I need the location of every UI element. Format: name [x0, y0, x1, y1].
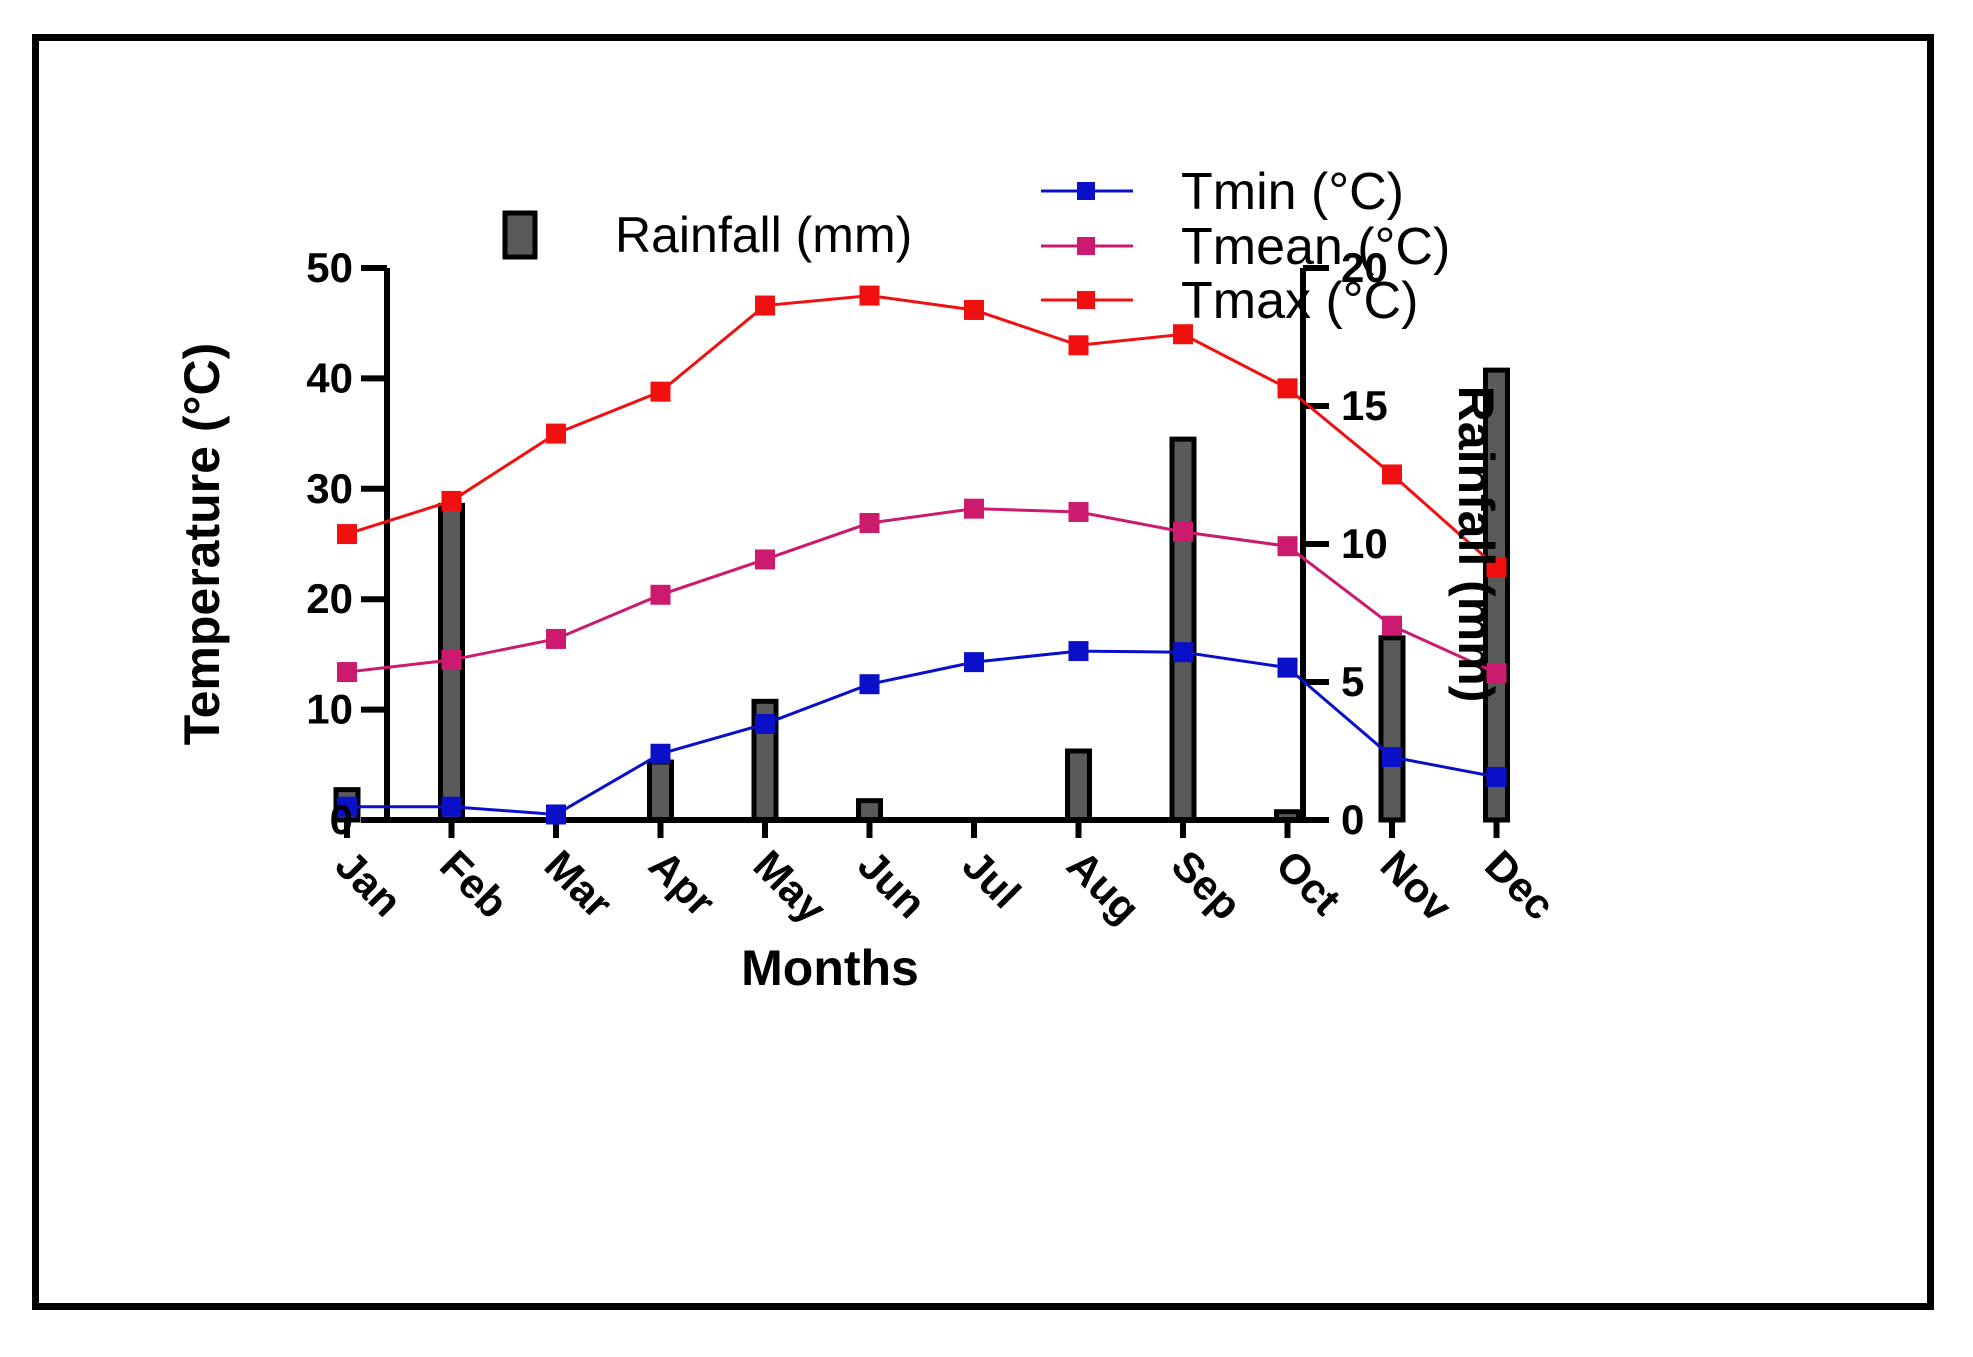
tmin-point-mar: [546, 804, 566, 825]
legend-tmin-label: Tmin (°C): [1181, 163, 1404, 221]
rainfall-bar-aug: [1065, 748, 1092, 823]
tmax-point-oct: [1277, 378, 1298, 399]
tmax-point-jul: [964, 299, 984, 320]
tmin-point-nov: [1382, 747, 1402, 768]
tmean-point-apr: [650, 584, 671, 605]
legend-tmax-label: Tmax (°C): [1181, 272, 1418, 330]
x-tick-label-sep: Sep: [1163, 841, 1251, 929]
x-tick-label-oct: Oct: [1267, 841, 1350, 924]
x-tick-label-jun: Jun: [849, 841, 935, 927]
temperature-lines: [337, 285, 1507, 825]
x-tick-label-nov: Nov: [1372, 841, 1462, 931]
y2-tick-label-5: 5: [1341, 658, 1364, 705]
legend: Rainfall (mm) Tmin (°C)Tmean (°C)Tmax (°C…: [502, 163, 1450, 330]
tmean-point-may: [755, 549, 775, 570]
x-tick-label-aug: Aug: [1058, 841, 1149, 932]
y-axis-title: Temperature (°C): [174, 343, 230, 745]
tmax-point-jun: [859, 285, 880, 306]
legend-tmin-marker: [1077, 182, 1095, 200]
y-tick-label-50: 50: [306, 244, 353, 291]
y-tick-label-20: 20: [306, 575, 353, 622]
tmin-point-feb: [441, 796, 462, 817]
tmax-point-jan: [337, 524, 357, 545]
tmean-point-sep: [1173, 521, 1193, 542]
tmean-point-nov: [1382, 615, 1402, 636]
tmin-point-apr: [650, 743, 671, 764]
rainfall-bar-sep: [1169, 436, 1197, 823]
tmax-point-apr: [650, 381, 671, 402]
tmax-point-sep: [1173, 324, 1193, 345]
tmin-point-may: [755, 713, 775, 734]
x-tick-label-mar: Mar: [536, 841, 622, 927]
y2-axis-title: Rainfall (mm): [1448, 386, 1504, 703]
y2-tick-label-20: 20: [1341, 244, 1388, 291]
tmin-point-sep: [1173, 642, 1193, 663]
tmean-point-jan: [337, 662, 357, 683]
y-tick-label-40: 40: [306, 354, 353, 401]
tmin-point-jul: [964, 652, 984, 673]
x-tick-label-feb: Feb: [431, 841, 517, 927]
y-tick-label-30: 30: [306, 465, 353, 512]
tmean-line: [346, 507, 1498, 675]
x-tick-label-may: May: [745, 841, 836, 932]
tmin-point-dec: [1486, 766, 1507, 787]
axis-labels: 0 10 20 30 40 50 0 5 10 15 20 Jan Feb Mar Apr May Jun Jul…: [174, 244, 1564, 996]
y2-tick-label-15: 15: [1341, 382, 1388, 429]
tmin-point-jun: [859, 674, 880, 695]
tmax-point-may: [755, 295, 775, 316]
tmean-point-jun: [859, 513, 880, 534]
tmin-point-oct: [1277, 657, 1298, 678]
tmin-point-jan: [337, 796, 357, 817]
y-tick-label-10: 10: [306, 686, 353, 733]
x-tick-label-jan: Jan: [327, 841, 411, 925]
legend-tmean-marker: [1077, 237, 1095, 255]
tmean-point-dec: [1486, 663, 1507, 684]
legend-tmax-marker: [1077, 291, 1095, 309]
x-tick-label-jul: Jul: [954, 841, 1030, 917]
tmean-point-aug: [1068, 501, 1089, 522]
tmax-point-aug: [1068, 335, 1089, 356]
rainfall-bar-nov: [1378, 635, 1406, 823]
tmax-point-mar: [546, 423, 566, 444]
tmean-point-mar: [546, 628, 566, 649]
climate-chart: 0 10 20 30 40 50 0 5 10 15 20 Jan Feb Mar Apr May Jun Jul…: [174, 163, 1564, 996]
legend-rainfall-label: Rainfall (mm): [615, 207, 912, 263]
rainfall-bars: [333, 367, 1510, 823]
legend-tmean-label: Tmean (°C): [1181, 218, 1450, 276]
tmin-point-aug: [1068, 641, 1089, 662]
tmax-point-nov: [1382, 464, 1402, 485]
tmean-point-feb: [441, 649, 462, 670]
x-tick-label-apr: Apr: [640, 841, 724, 925]
y2-tick-label-10: 10: [1341, 520, 1388, 567]
rainfall-bar-apr: [647, 759, 674, 823]
tmax-point-dec: [1486, 557, 1507, 578]
figure-frame: 0 10 20 30 40 50 0 5 10 15 20 Jan Feb Mar Apr May Jun Jul…: [32, 34, 1934, 1310]
legend-rainfall-swatch: [502, 210, 538, 260]
y2-tick-label-0: 0: [1341, 796, 1364, 843]
tmean-point-oct: [1277, 536, 1298, 557]
x-axis-title: Months: [741, 940, 919, 996]
tmax-point-feb: [441, 490, 462, 511]
x-tick-label-dec: Dec: [1476, 841, 1564, 929]
tmax-line: [346, 294, 1498, 569]
tmean-point-jul: [964, 498, 984, 519]
axes: [344, 265, 1500, 838]
y-tick-label-0: 0: [330, 796, 353, 843]
tmin-line: [347, 649, 1497, 817]
